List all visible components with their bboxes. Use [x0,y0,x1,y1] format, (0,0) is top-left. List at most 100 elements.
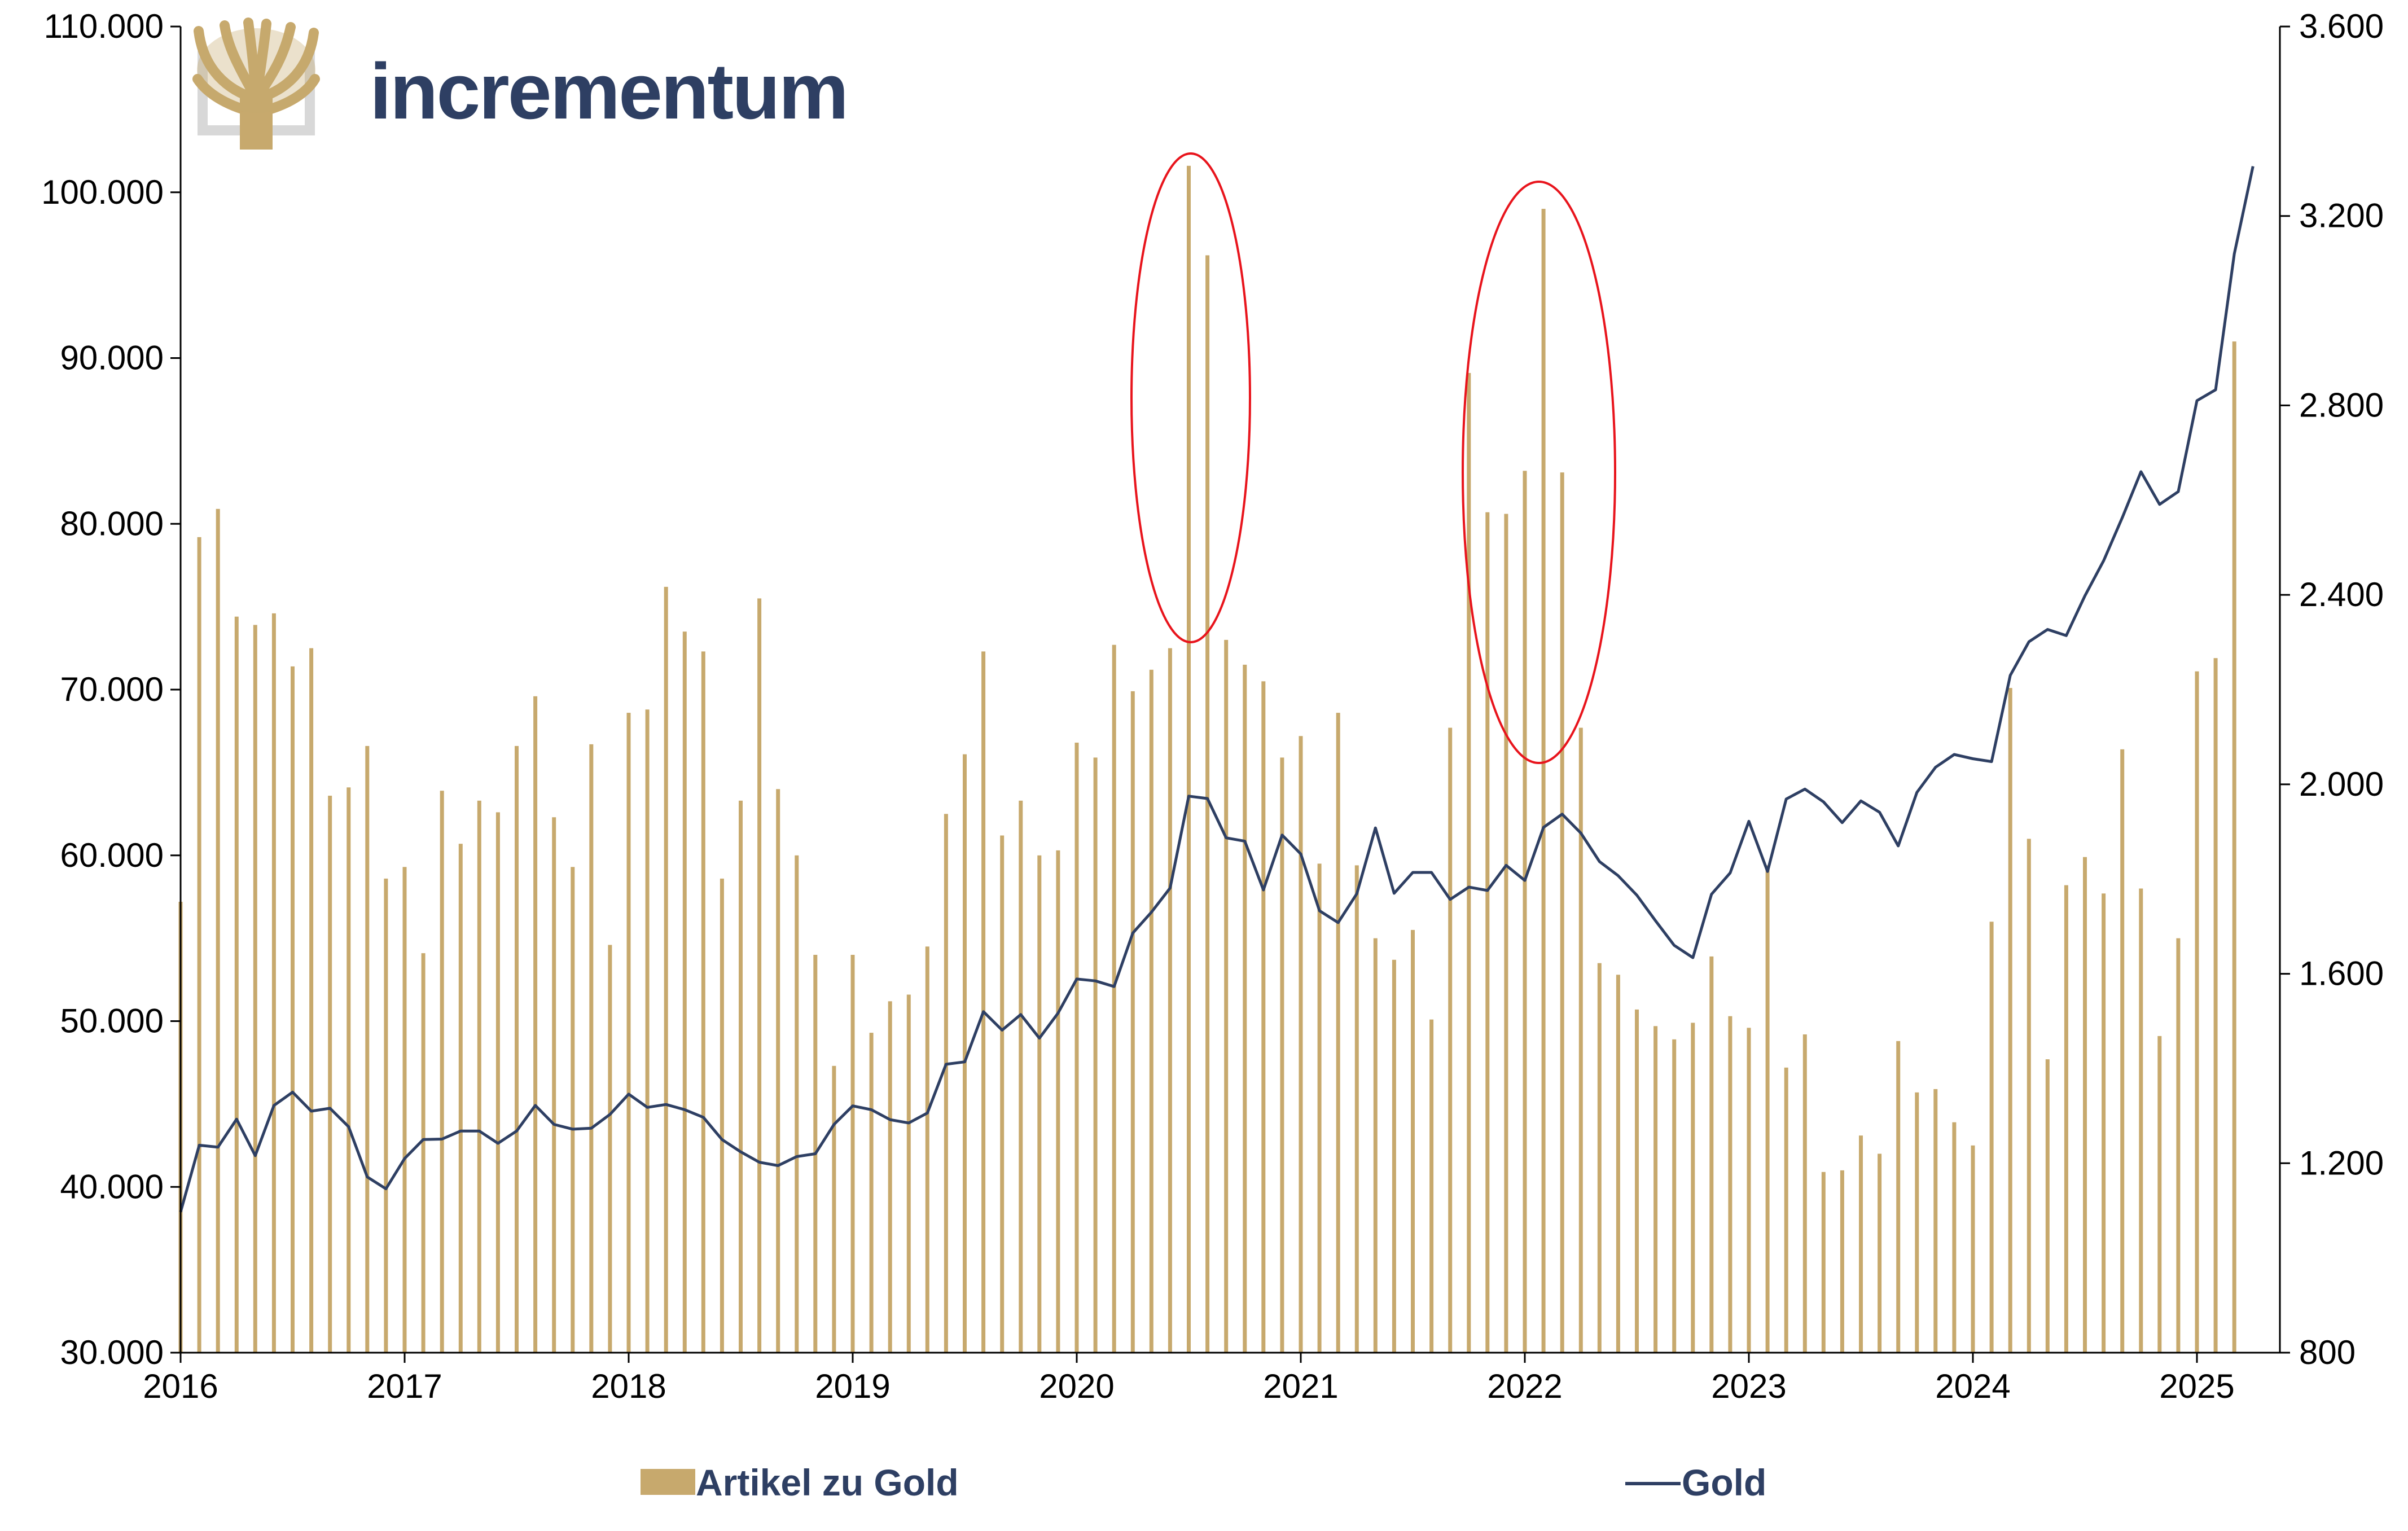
legend: Artikel zu Gold Gold [641,1462,1766,1503]
bar [1112,644,1116,1353]
bar-series-articles [178,165,2236,1353]
bar [1056,850,1060,1353]
bar [1037,855,1042,1353]
bar [309,648,314,1353]
bar [2139,888,2143,1353]
bar [869,1033,874,1353]
bar [1578,727,1583,1353]
bar [626,713,631,1353]
bar [832,1065,836,1353]
bar [1691,1023,1695,1353]
bar [1149,669,1153,1353]
x-tick-label: 2017 [367,1367,442,1405]
y-left-tick-label: 70.000 [60,670,164,708]
bar [458,844,463,1353]
y-left-tick-label: 40.000 [60,1168,164,1205]
y-right-tick-label: 1.200 [2299,1144,2384,1182]
bar [2176,938,2181,1353]
y-left-tick-label: 80.000 [60,505,164,542]
bar [234,616,239,1353]
bar [1952,1122,1957,1353]
x-tick-label: 2018 [591,1367,666,1405]
bar [1392,959,1396,1353]
bar [1616,975,1620,1353]
bar [589,744,594,1353]
bar [552,817,556,1353]
legend-label-articles: Artikel zu Gold [696,1462,959,1503]
bar [1560,472,1564,1353]
bar [2102,893,2106,1353]
y-right-tick-label: 2.000 [2299,765,2384,803]
bar [2157,1036,2162,1353]
y-right-tick-label: 2.800 [2299,386,2384,424]
y-left-tick-label: 100.000 [41,173,164,211]
y-left-tick-label: 30.000 [60,1333,164,1371]
bar [795,855,799,1353]
y-right-tick-label: 3.600 [2299,7,2384,45]
bar [1448,727,1453,1353]
bar [1299,736,1303,1353]
bar [2120,749,2125,1353]
highlight-ellipse [1130,152,1251,643]
bar [888,1001,892,1353]
bar [682,631,687,1353]
bar [1878,1153,1882,1353]
bar [739,800,743,1353]
bar [253,625,257,1353]
bar [384,878,388,1353]
bar [2064,885,2068,1353]
bar [1802,1034,1807,1353]
bar [1933,1089,1938,1353]
bar [1915,1092,1919,1353]
bar [328,796,332,1353]
bar [1261,681,1266,1353]
brand-name: incrementum [370,47,847,135]
bar [1354,865,1359,1353]
plot-area: 30.000 40.000 50.000 60.000 70.000 80.000 90.0… [41,7,2384,1405]
y-left-tick-label: 60.000 [60,836,164,874]
bar [271,613,276,1353]
bar [515,745,519,1353]
bar [571,867,575,1353]
bar [720,878,724,1353]
x-tick-label: 2020 [1039,1367,1114,1405]
bar [2027,839,2031,1353]
bar [757,598,762,1353]
bar [1373,938,1378,1353]
bar [1840,1170,1844,1353]
bar [1074,743,1079,1353]
bar [850,955,855,1353]
bar [2232,341,2236,1353]
bar [1000,835,1005,1353]
bar [963,754,967,1353]
line-series-gold [179,166,2255,1213]
bar [1653,1026,1658,1353]
bar [925,946,929,1353]
bar [291,666,295,1353]
bar [440,791,444,1353]
bar [1896,1041,1901,1353]
bar [2083,857,2087,1353]
bar [1224,639,1229,1353]
bar [1187,165,1191,1353]
y-right-tick-label: 2.400 [2299,576,2384,613]
bar [1467,372,1471,1353]
bar [1411,929,1415,1353]
bar [981,651,986,1353]
bar [664,586,668,1353]
x-tick-label: 2019 [815,1367,890,1405]
bar [906,994,911,1353]
y-right-tick-label: 1.600 [2299,955,2384,993]
y-left-tick-label: 110.000 [44,7,164,45]
bar [645,709,650,1353]
bar [1168,648,1172,1353]
bar [1485,512,1490,1353]
bar [197,537,201,1353]
bar [1765,865,1770,1353]
bar [1019,800,1023,1353]
bar [608,945,612,1353]
bar [2213,658,2218,1353]
y-left-tick-label: 90.000 [60,339,164,377]
bar [1747,1028,1751,1353]
